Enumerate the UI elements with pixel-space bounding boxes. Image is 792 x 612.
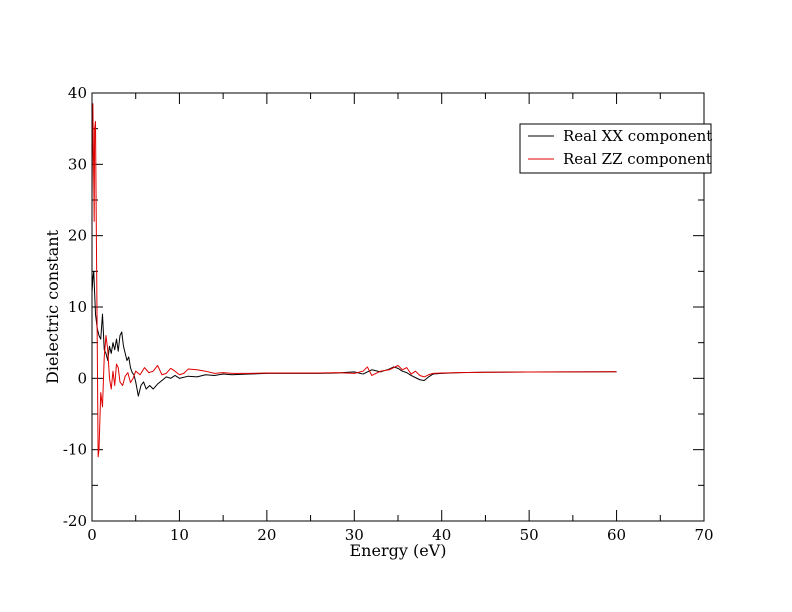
plot-frame (91, 92, 705, 522)
x-tick-label: 60 (607, 526, 626, 544)
x-tick-label: 40 (432, 526, 451, 544)
x-tick-label: 10 (170, 526, 189, 544)
y-tick-label: 20 (68, 227, 87, 245)
x-tick-label: 20 (257, 526, 276, 544)
lines-layer (91, 103, 617, 458)
series-line-real-zz (91, 103, 617, 458)
legend-label-xx: Real XX component (563, 127, 712, 145)
y-tick-label: 40 (68, 84, 87, 102)
legend: Real XX component Real ZZ component (519, 123, 712, 174)
legend-label-zz: Real ZZ component (563, 150, 712, 168)
legend-box (519, 123, 712, 174)
y-tick-label: 10 (68, 298, 87, 316)
y-tick-label: -20 (63, 512, 87, 530)
x-tick-label: 30 (345, 526, 364, 544)
ticks-layer: 0 10 20 30 40 50 60 70 -20 -10 0 10 20 30 40 (63, 84, 714, 544)
x-tick-label: 70 (694, 526, 713, 544)
x-tick-label: 0 (87, 526, 97, 544)
y-axis-label: Dielectric constant (43, 229, 62, 384)
x-axis-label: Energy (eV) (350, 541, 447, 560)
y-tick-label: -10 (63, 441, 87, 459)
y-tick-label: 30 (68, 155, 87, 173)
x-tick-label: 50 (520, 526, 539, 544)
y-tick-label: 0 (77, 369, 87, 387)
